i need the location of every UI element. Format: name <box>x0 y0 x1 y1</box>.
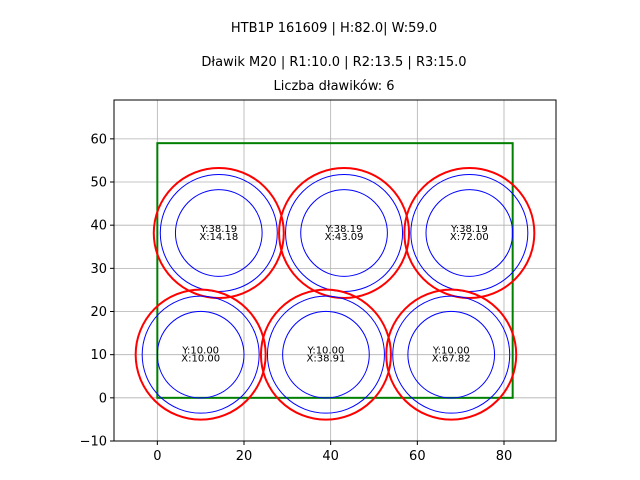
y-tick-label: 10 <box>90 348 107 363</box>
point-label-x: X:72.00 <box>450 232 489 243</box>
axis-ticks: 0 20 40 60 80 −10 0 10 20 30 40 50 60 <box>80 132 513 464</box>
plot-shapes <box>134 142 536 421</box>
point-label-y: Y:38.19 <box>199 224 237 235</box>
y-tick-label: 60 <box>90 132 107 147</box>
y-tick-label: 50 <box>90 176 107 191</box>
circle-r1 <box>425 189 514 277</box>
point-label-y: Y:10.00 <box>432 346 470 357</box>
point-labels: Y:38.19X:14.18Y:38.19X:43.09Y:38.19X:72.… <box>181 224 489 365</box>
x-tick-label: 40 <box>322 449 339 464</box>
x-tick-label: 0 <box>153 449 161 464</box>
circle-r3 <box>259 288 392 421</box>
enclosure-rectangle <box>156 142 514 399</box>
point-label-x: X:67.82 <box>432 354 471 365</box>
circle-r3 <box>403 166 536 299</box>
x-tick-label: 20 <box>236 449 253 464</box>
y-tick-label: 20 <box>90 305 107 320</box>
point-label-x: X:43.09 <box>325 232 364 243</box>
chart-title-line-1: HTB1P 161609 | H:82.0| W:59.0 <box>231 21 437 36</box>
x-tick-label: 80 <box>496 449 513 464</box>
chart-title-line-3: Liczba dławików: 6 <box>273 79 394 94</box>
point-label-y: Y:38.19 <box>325 224 363 235</box>
circle-r3 <box>278 166 411 299</box>
chart-title-line-2: Dławik M20 | R1:10.0 | R2:13.5 | R3:15.0 <box>201 55 466 70</box>
circle-r3 <box>385 288 518 421</box>
circle-r1 <box>174 189 263 277</box>
circle-r1 <box>282 310 370 399</box>
y-tick-label: −10 <box>80 435 107 450</box>
point-label-y: Y:10.00 <box>181 346 219 357</box>
point-label-x: X:38.91 <box>307 354 346 365</box>
circle-r2 <box>141 295 260 414</box>
point-label-y: Y:10.00 <box>307 346 345 357</box>
point-label-y: Y:38.19 <box>450 224 488 235</box>
point-label-x: X:14.18 <box>199 232 238 243</box>
circle-r1 <box>407 310 496 399</box>
y-tick-label: 0 <box>99 391 107 406</box>
plot-frame <box>113 99 557 442</box>
circle-r3 <box>134 288 267 421</box>
plot-area <box>114 100 556 441</box>
circle-r1 <box>156 310 245 399</box>
circle-r3 <box>152 166 285 299</box>
x-tick-label: 60 <box>409 449 426 464</box>
point-label-x: X:10.00 <box>181 354 220 365</box>
circle-r2 <box>392 295 511 414</box>
y-tick-label: 30 <box>90 262 107 277</box>
circle-r2 <box>266 295 385 414</box>
circle-r1 <box>300 189 388 277</box>
y-tick-label: 40 <box>90 219 107 234</box>
